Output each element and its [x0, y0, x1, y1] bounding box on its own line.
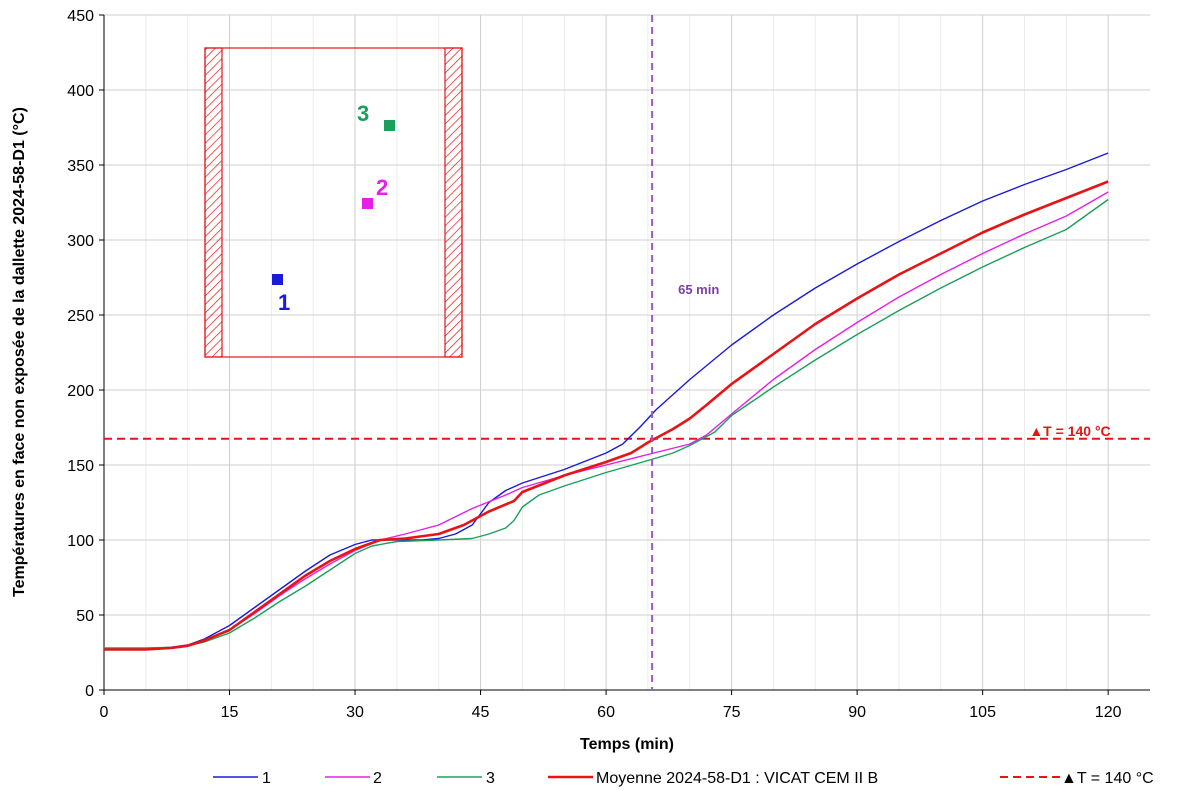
sensor-1-marker [272, 274, 283, 285]
sensor-2-marker [362, 198, 373, 209]
y-tick-label: 250 [67, 308, 94, 325]
sensor-3-marker [384, 120, 395, 131]
threshold-label: ▲T = 140 °C [1029, 423, 1110, 439]
series-lines [104, 152, 1150, 651]
legend-label-4: Moyenne 2024-58-D1 : VICAT CEM II B [596, 770, 878, 787]
series-line-1 [104, 152, 1109, 651]
grid [104, 14, 1150, 690]
y-tick-label: 350 [67, 158, 94, 175]
y-tick-label: 450 [67, 8, 94, 25]
y-tick-labels: 0 50 100 150 200 250 300 350 400 450 [67, 8, 94, 700]
y-tick-label: 100 [67, 533, 94, 550]
y-tick-label: 200 [67, 383, 94, 400]
x-tick-labels: 0 15 30 45 60 75 90 105 120 [100, 704, 1122, 721]
x-tick-label: 75 [723, 704, 741, 721]
y-tick-label: 300 [67, 233, 94, 250]
series-line-3 [104, 198, 1109, 649]
legend: 1 2 3 Moyenne 2024-58-D1 : VICAT CEM II B ▲T… [213, 770, 1154, 787]
legend-label-5: ▲T = 140 °C [1061, 770, 1154, 787]
x-axis-title: Temps (min) [580, 736, 674, 753]
x-tick-label: 90 [848, 704, 866, 721]
legend-label-3: 3 [486, 770, 495, 787]
x-tick-label: 45 [472, 704, 490, 721]
y-axis-title: Températures en face non exposée de la d… [11, 107, 28, 597]
axes [99, 14, 1150, 695]
legend-label-2: 2 [373, 770, 382, 787]
series-line-4 [104, 180, 1109, 651]
y-tick-label: 0 [85, 683, 94, 700]
sensor-1-label: 1 [278, 290, 290, 315]
inset-right-wall [444, 47, 463, 358]
x-tick-label: 105 [969, 704, 996, 721]
x-tick-label: 30 [346, 704, 364, 721]
y-tick-label: 150 [67, 458, 94, 475]
sensor-3-label: 3 [357, 101, 369, 126]
time-marker-label: 65 min [678, 282, 719, 297]
y-tick-label: 50 [76, 608, 94, 625]
sensor-2-label: 2 [376, 175, 388, 200]
legend-label-1: 1 [262, 770, 271, 787]
plot-background [104, 15, 1150, 690]
x-tick-label: 15 [221, 704, 239, 721]
x-tick-label: 0 [100, 704, 109, 721]
sensor-layout-inset: 1 2 3 [204, 47, 463, 358]
y-tick-label: 400 [67, 83, 94, 100]
x-tick-label: 120 [1095, 704, 1122, 721]
x-tick-label: 60 [597, 704, 615, 721]
inset-left-wall [204, 47, 223, 358]
